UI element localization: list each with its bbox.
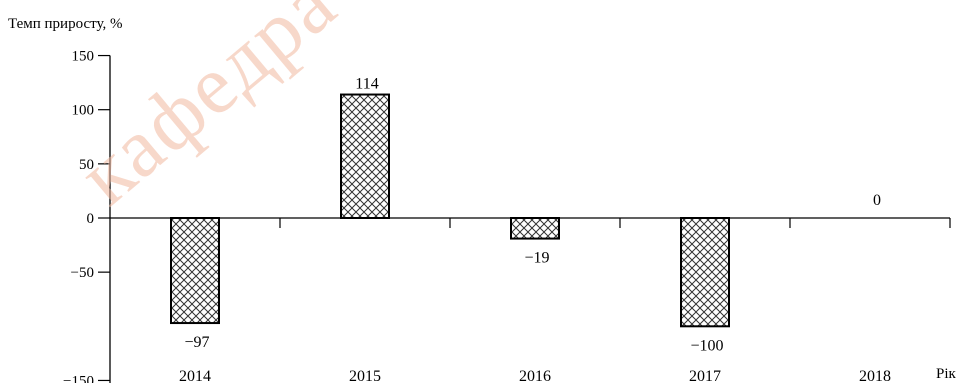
x-tick-label: 2017 — [689, 368, 721, 383]
y-tick-label: 50 — [79, 157, 94, 173]
data-label: 114 — [355, 76, 378, 93]
x-tick-label: 2018 — [859, 368, 891, 383]
data-label: −97 — [184, 334, 209, 351]
bar — [170, 217, 220, 325]
y-axis-label: Темп приросту, % — [8, 16, 122, 32]
bar — [510, 217, 560, 240]
y-tick-label: −50 — [71, 265, 94, 281]
data-label: −19 — [524, 250, 549, 267]
x-axis-label: Рік — [936, 366, 957, 382]
data-label: 0 — [873, 192, 881, 209]
bar — [340, 93, 390, 219]
data-label: −100 — [690, 337, 723, 354]
bar — [680, 217, 730, 328]
plot-area: 150 100 50 0 −50 −150 −97 2014 114 2015 −19 2016 −10… — [63, 49, 951, 388]
y-tick-label: 0 — [87, 211, 95, 227]
y-tick-label: 100 — [72, 103, 95, 119]
x-tick-label: 2014 — [179, 368, 211, 383]
y-tick-label: −150 — [63, 373, 94, 383]
x-tick-label: 2015 — [349, 368, 381, 383]
y-tick-label: 150 — [72, 49, 95, 65]
x-tick-label: 2016 — [519, 368, 551, 383]
